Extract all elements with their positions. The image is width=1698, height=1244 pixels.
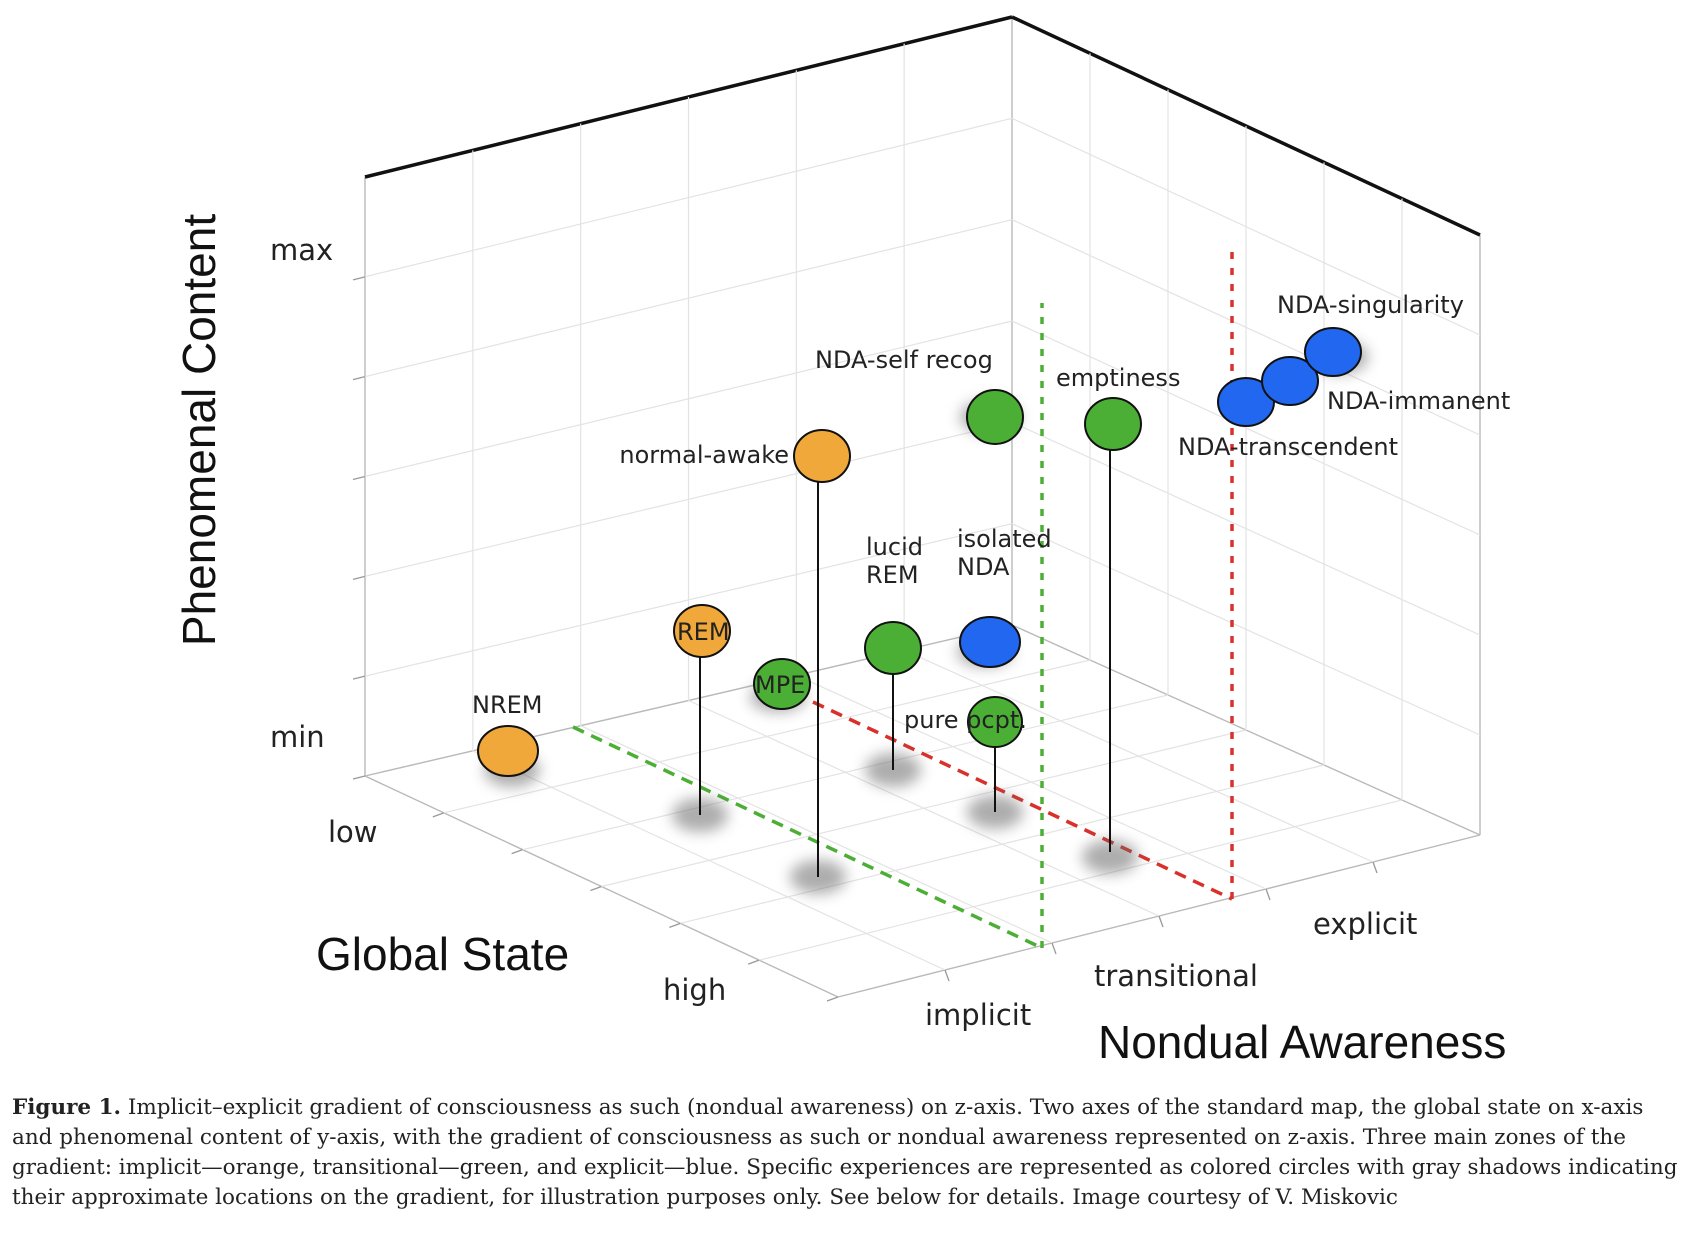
label-rem: REM xyxy=(677,618,730,646)
point-nrem xyxy=(477,725,539,777)
label-nrem: NREM xyxy=(472,691,543,719)
gridlines xyxy=(364,43,1481,971)
x-tick-low: low xyxy=(328,815,378,849)
tick-marks xyxy=(352,276,1378,1002)
point-nda-immanent xyxy=(1261,356,1319,406)
shadow-emptiness xyxy=(1082,840,1138,874)
point-nda-self-recog xyxy=(966,389,1024,445)
point-emptiness xyxy=(1084,397,1142,451)
y-tick-min: min xyxy=(270,720,325,754)
point-pure-pcpt xyxy=(967,696,1023,748)
label-pure-pcpt: pure pcpt. xyxy=(904,706,1027,734)
implicit-transitional-boundary-floor xyxy=(572,725,1043,950)
point-lucid-rem xyxy=(864,621,922,675)
label-normal-awake: normal-awake xyxy=(619,441,789,469)
label-mpe: MPE xyxy=(755,671,805,699)
y-axis-title: Phenomenal Content xyxy=(173,214,225,646)
point-nda-singularity xyxy=(1304,327,1362,377)
x-axis-title: Global State xyxy=(316,928,569,980)
transitional-explicit-boundary-floor xyxy=(812,700,1233,901)
plot-box xyxy=(364,17,1481,998)
data-points xyxy=(477,327,1362,777)
z-tick-explicit: explicit xyxy=(1313,907,1417,941)
plot-box-top-edges xyxy=(364,15,1481,237)
label-nda-self-recog: NDA-self recog xyxy=(815,346,993,374)
point-labels: NREM REM normal-awake MPE lucid REM pure … xyxy=(472,291,1510,734)
caption-text: Implicit–explicit gradient of consciousn… xyxy=(12,1095,1678,1210)
tick-labels: max min low high implicit transitional e… xyxy=(270,233,1417,1032)
label-isolated-nda: isolated NDA xyxy=(957,525,1052,581)
chart-figure: NREM REM normal-awake MPE lucid REM pure … xyxy=(173,15,1510,1068)
figure-caption: Figure 1. Implicit–explicit gradient of … xyxy=(12,1093,1688,1213)
label-nda-transcendent: NDA-transcendent xyxy=(1178,433,1398,461)
z-tick-implicit: implicit xyxy=(925,998,1031,1032)
point-nda-transcendent xyxy=(1217,377,1275,427)
label-nda-immanent: NDA-immanent xyxy=(1327,387,1510,415)
z-tick-transitional: transitional xyxy=(1094,959,1258,993)
axis-titles: Phenomenal Content Global State Nondual … xyxy=(173,214,1506,1068)
point-normal-awake xyxy=(793,429,851,483)
point-mpe xyxy=(753,658,811,710)
y-tick-max: max xyxy=(270,233,333,267)
point-rem xyxy=(673,604,731,658)
label-nda-singularity: NDA-singularity xyxy=(1277,291,1464,319)
label-emptiness: emptiness xyxy=(1056,364,1180,392)
x-tick-high: high xyxy=(663,973,726,1007)
caption-label: Figure 1. xyxy=(12,1095,122,1120)
z-axis-title: Nondual Awareness xyxy=(1098,1016,1506,1068)
label-lucid-rem: lucid REM xyxy=(866,533,923,589)
boundary-lines xyxy=(572,252,1234,950)
point-isolated-nda xyxy=(959,616,1021,668)
